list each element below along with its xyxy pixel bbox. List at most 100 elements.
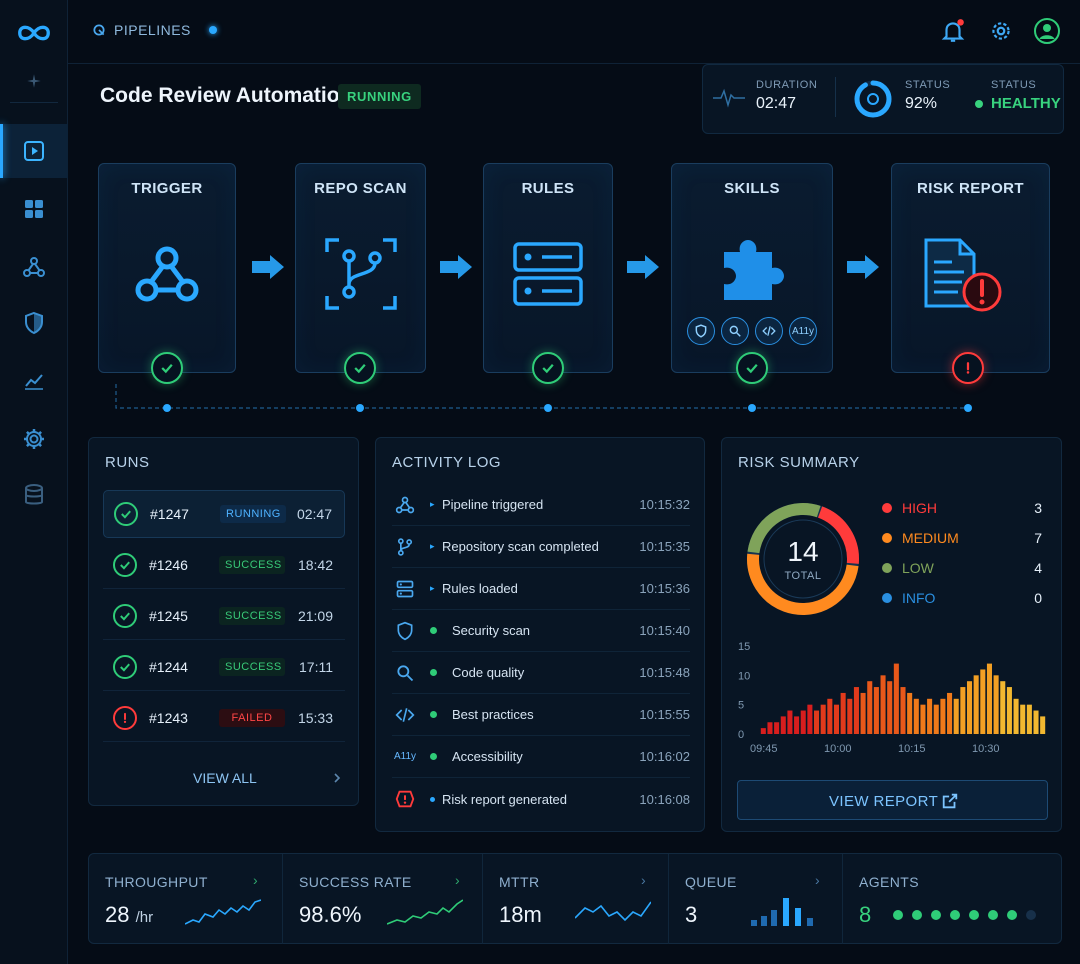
shield-icon (695, 324, 707, 338)
legend-dot (882, 503, 892, 513)
bell-icon[interactable] (940, 18, 966, 44)
x-tick-label: 10:00 (824, 743, 852, 755)
run-status-badge: RUNNING (220, 505, 286, 523)
stats-panel: DURATION 02:47 STATUS 92% STATUS HEALTHY (702, 64, 1064, 134)
run-row[interactable]: #1246 SUCCESS 18:42 (103, 541, 345, 589)
chart-bar (807, 704, 813, 734)
view-all-button[interactable]: VIEW ALL (89, 762, 358, 792)
gear-icon (24, 429, 44, 449)
skill-security-chip[interactable] (687, 317, 715, 345)
metric-throughput[interactable]: THROUGHPUT › 28 /hr (89, 854, 283, 944)
legend-dot (882, 593, 892, 603)
skill-code-chip[interactable] (755, 317, 783, 345)
run-row[interactable]: #1247 RUNNING 02:47 (103, 490, 345, 538)
log-item[interactable]: Security scan 10:15:40 (392, 610, 690, 652)
view-report-label: VIEW REPORT (829, 793, 939, 810)
chart-bar (873, 687, 879, 734)
sidebar (0, 0, 68, 964)
log-item[interactable]: A11y Accessibility 10:16:02 (392, 736, 690, 778)
chart-bar (787, 710, 793, 734)
grid-icon (25, 200, 43, 218)
chart-bar (1006, 687, 1012, 734)
sidebar-item-security[interactable] (0, 300, 68, 346)
run-time: 02:47 (296, 506, 332, 522)
run-row[interactable]: #1244 SUCCESS 17:11 (103, 643, 345, 691)
stage-repo-scan[interactable]: REPO SCAN (295, 163, 426, 373)
chart-bar (867, 681, 873, 734)
progress-ring (854, 80, 892, 118)
runs-title: RUNS (105, 454, 150, 471)
chart-bar (1040, 716, 1046, 734)
settings-gear-icon[interactable] (988, 18, 1014, 44)
agent-active-dot (950, 910, 960, 920)
legend-item[interactable]: LOW 4 (882, 560, 1042, 576)
stage-rules[interactable]: RULES (483, 163, 613, 373)
sparkline (387, 899, 463, 925)
a11y-icon: A11y (393, 751, 417, 762)
legend-item[interactable]: HIGH 3 (882, 500, 1042, 516)
breadcrumb-label: PIPELINES (114, 22, 191, 38)
skill-a11y-chip[interactable]: A11y (789, 317, 817, 345)
status-dot (430, 668, 442, 678)
stage-trigger[interactable]: TRIGGER (98, 163, 236, 373)
metric-success-rate[interactable]: SUCCESS RATE › 98.6% (283, 854, 483, 944)
stage-risk-report[interactable]: RISK REPORT (891, 163, 1050, 373)
run-success-icon (113, 654, 137, 679)
log-item[interactable]: ▸ Repository scan completed 10:15:35 (392, 526, 690, 568)
legend-item[interactable]: INFO 0 (882, 590, 1042, 606)
legend-item[interactable]: MEDIUM 7 (882, 530, 1042, 546)
app-logo[interactable] (0, 10, 68, 56)
breadcrumb[interactable]: PIPELINES (92, 22, 217, 38)
log-item[interactable]: Risk report generated 10:16:08 (392, 778, 690, 820)
chart-bar (900, 687, 906, 734)
user-avatar-icon[interactable] (1034, 18, 1060, 44)
run-row[interactable]: #1243 FAILED 15:33 (103, 694, 345, 742)
skill-search-chip[interactable] (721, 317, 749, 345)
agent-dots (893, 910, 1036, 920)
health-value: HEALTHY (991, 95, 1061, 112)
run-status-badge: FAILED (219, 708, 285, 727)
chevron-right-icon: › (253, 872, 258, 888)
metric-mttr[interactable]: MTTR › 18m (483, 854, 669, 944)
risk-donut-chart (747, 503, 859, 615)
sidebar-item-pipelines[interactable] (0, 124, 68, 178)
metric-agents[interactable]: AGENTS 8 (843, 854, 1063, 944)
run-failed-icon (113, 705, 137, 730)
run-time: 18:42 (297, 556, 333, 573)
run-row[interactable]: #1245 SUCCESS 21:09 (103, 592, 345, 640)
metric-value: 18m (499, 902, 542, 927)
sidebar-item-analytics[interactable] (0, 358, 68, 404)
top-bar: PIPELINES (68, 0, 1080, 64)
sidebar-item-ai[interactable] (0, 58, 68, 104)
chart-bar (767, 722, 773, 734)
metric-label: AGENTS (859, 874, 919, 890)
page-title: Code Review Automation (100, 84, 353, 107)
sidebar-item-settings[interactable] (0, 416, 68, 462)
chart-bar (893, 663, 899, 734)
stage-status-success (151, 352, 183, 384)
metric-queue[interactable]: QUEUE › 3 (669, 854, 843, 944)
sidebar-item-webhooks[interactable] (0, 244, 68, 290)
trend-chart-icon (25, 374, 43, 390)
log-text: Pipeline triggered (442, 497, 544, 512)
donut-slice (747, 503, 859, 615)
chart-bar (833, 704, 840, 734)
chart-bar (966, 681, 973, 734)
chart-bar (774, 722, 780, 734)
log-item[interactable]: Best practices 10:15:55 (392, 694, 690, 736)
risk-summary-title: RISK SUMMARY (738, 454, 860, 471)
log-item[interactable]: Code quality 10:15:48 (392, 652, 690, 694)
sidebar-item-dashboard[interactable] (0, 186, 68, 232)
legend-dot (882, 563, 892, 573)
log-item[interactable]: ▸ Pipeline triggered 10:15:32 (392, 484, 690, 526)
run-id: #1245 (149, 607, 188, 624)
run-id: #1247 (150, 506, 189, 522)
log-item[interactable]: ▸ Rules loaded 10:15:36 (392, 568, 690, 610)
log-time: 10:15:35 (639, 539, 690, 554)
view-report-button[interactable]: VIEW REPORT (737, 780, 1048, 820)
metric-label: QUEUE (685, 874, 737, 890)
sidebar-item-database[interactable] (0, 472, 68, 518)
webhook-icon (23, 257, 45, 277)
chart-bar (814, 710, 820, 734)
chart-bar (760, 728, 766, 734)
